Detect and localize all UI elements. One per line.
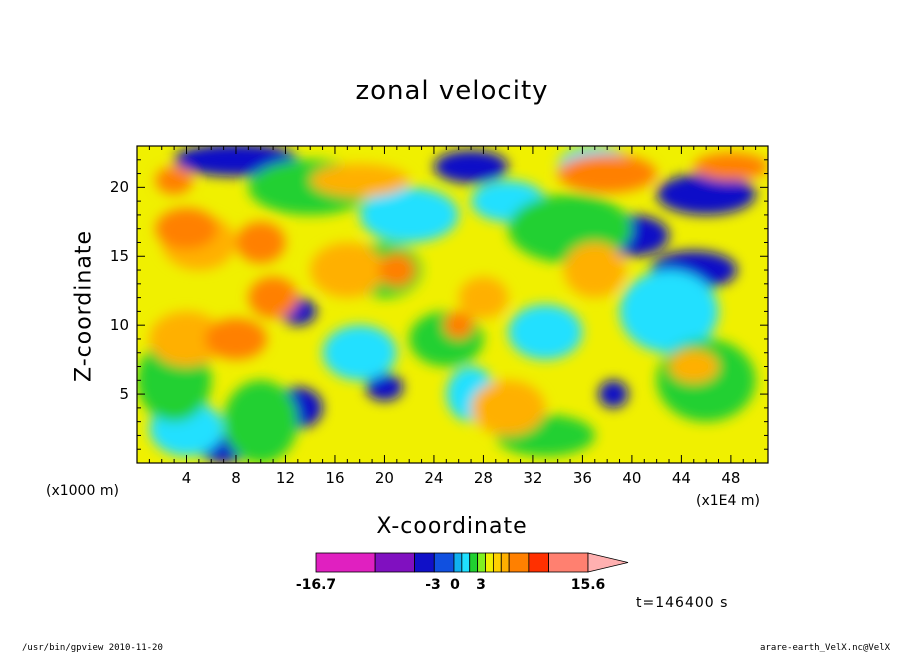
field-region xyxy=(365,373,404,401)
x-scale-label: (x1E4 m) xyxy=(696,493,760,509)
field-region xyxy=(155,166,193,195)
colorbar-tick-label: 0 xyxy=(450,577,460,593)
field-region xyxy=(471,380,546,436)
colorbar-swatch xyxy=(461,552,471,573)
colorbar-swatch xyxy=(477,552,486,573)
footer-source-file: arare-earth_VelX.nc@VelX xyxy=(760,643,891,653)
x-tick-label: 48 xyxy=(721,469,741,487)
colorbar-swatch xyxy=(492,552,502,573)
colorbar-swatch xyxy=(508,552,530,573)
field-region xyxy=(508,304,583,360)
field-region xyxy=(205,318,267,360)
field-region xyxy=(310,163,410,197)
colorbar-tick-label: -3 xyxy=(425,577,441,593)
x-tick-label: 28 xyxy=(473,469,493,487)
colorbar-swatch xyxy=(315,552,376,573)
field-region xyxy=(248,276,298,319)
colorbar-swatch xyxy=(548,552,589,573)
x-tick-label: 32 xyxy=(523,469,543,487)
field-region xyxy=(443,311,474,339)
x-tick-label: 20 xyxy=(374,469,394,487)
x-unit-label: (x1000 m) xyxy=(46,483,119,499)
field-region xyxy=(693,152,768,181)
colorbar-swatch xyxy=(469,552,479,573)
footer-program-date: /usr/bin/gpview 2010-11-20 xyxy=(22,643,163,653)
colorbar-swatch xyxy=(485,552,494,573)
colorbar-swatch xyxy=(500,552,510,573)
velocity-field xyxy=(137,146,768,463)
x-tick-label: 8 xyxy=(231,469,241,487)
field-region xyxy=(378,253,416,287)
colorbar-swatch xyxy=(374,552,415,573)
plot-axes xyxy=(136,145,769,464)
field-region xyxy=(155,208,218,250)
x-tick-label: 16 xyxy=(325,469,345,487)
y-tick-label: 5 xyxy=(119,385,129,404)
field-region xyxy=(310,242,385,298)
field-region xyxy=(235,221,286,264)
y-tick-label: 20 xyxy=(109,178,129,197)
chart-title: zonal velocity xyxy=(355,76,549,106)
plot-frame xyxy=(136,145,769,464)
colorbar-swatch xyxy=(528,552,549,573)
colorbar xyxy=(315,552,629,573)
field-region xyxy=(322,325,397,381)
field-blobs xyxy=(137,146,768,463)
x-tick-label: 4 xyxy=(181,469,192,487)
y-tick-label: 10 xyxy=(109,316,129,335)
x-tick-label: 24 xyxy=(424,469,444,487)
field-region xyxy=(557,154,657,193)
colorbar-swatch xyxy=(433,552,455,573)
field-region xyxy=(223,380,298,463)
x-tick-label: 12 xyxy=(275,469,296,487)
time-annotation: t=146400 s xyxy=(636,595,729,611)
x-tick-label: 40 xyxy=(622,469,642,487)
field-region xyxy=(458,276,509,319)
y-tick-label: 15 xyxy=(109,247,129,266)
field-region xyxy=(433,150,509,184)
field-region xyxy=(669,349,719,384)
colorbar-swatch xyxy=(414,552,435,573)
colorbar-swatch xyxy=(453,552,463,573)
colorbar-tick-label: -16.7 xyxy=(295,577,337,593)
field-region xyxy=(563,242,626,298)
field-region xyxy=(149,311,224,367)
colorbar-tick-label: 15.6 xyxy=(570,577,606,593)
x-tick-label: 36 xyxy=(572,469,592,487)
colorbar-extension-arrow xyxy=(587,552,629,573)
colorbar-tick-label: 3 xyxy=(476,577,486,593)
field-region xyxy=(598,380,629,408)
field-region xyxy=(656,173,756,215)
field-region xyxy=(359,187,459,243)
x-axis-label: X-coordinate xyxy=(376,514,528,539)
x-tick-label: 44 xyxy=(671,469,691,487)
field-region xyxy=(619,270,719,353)
